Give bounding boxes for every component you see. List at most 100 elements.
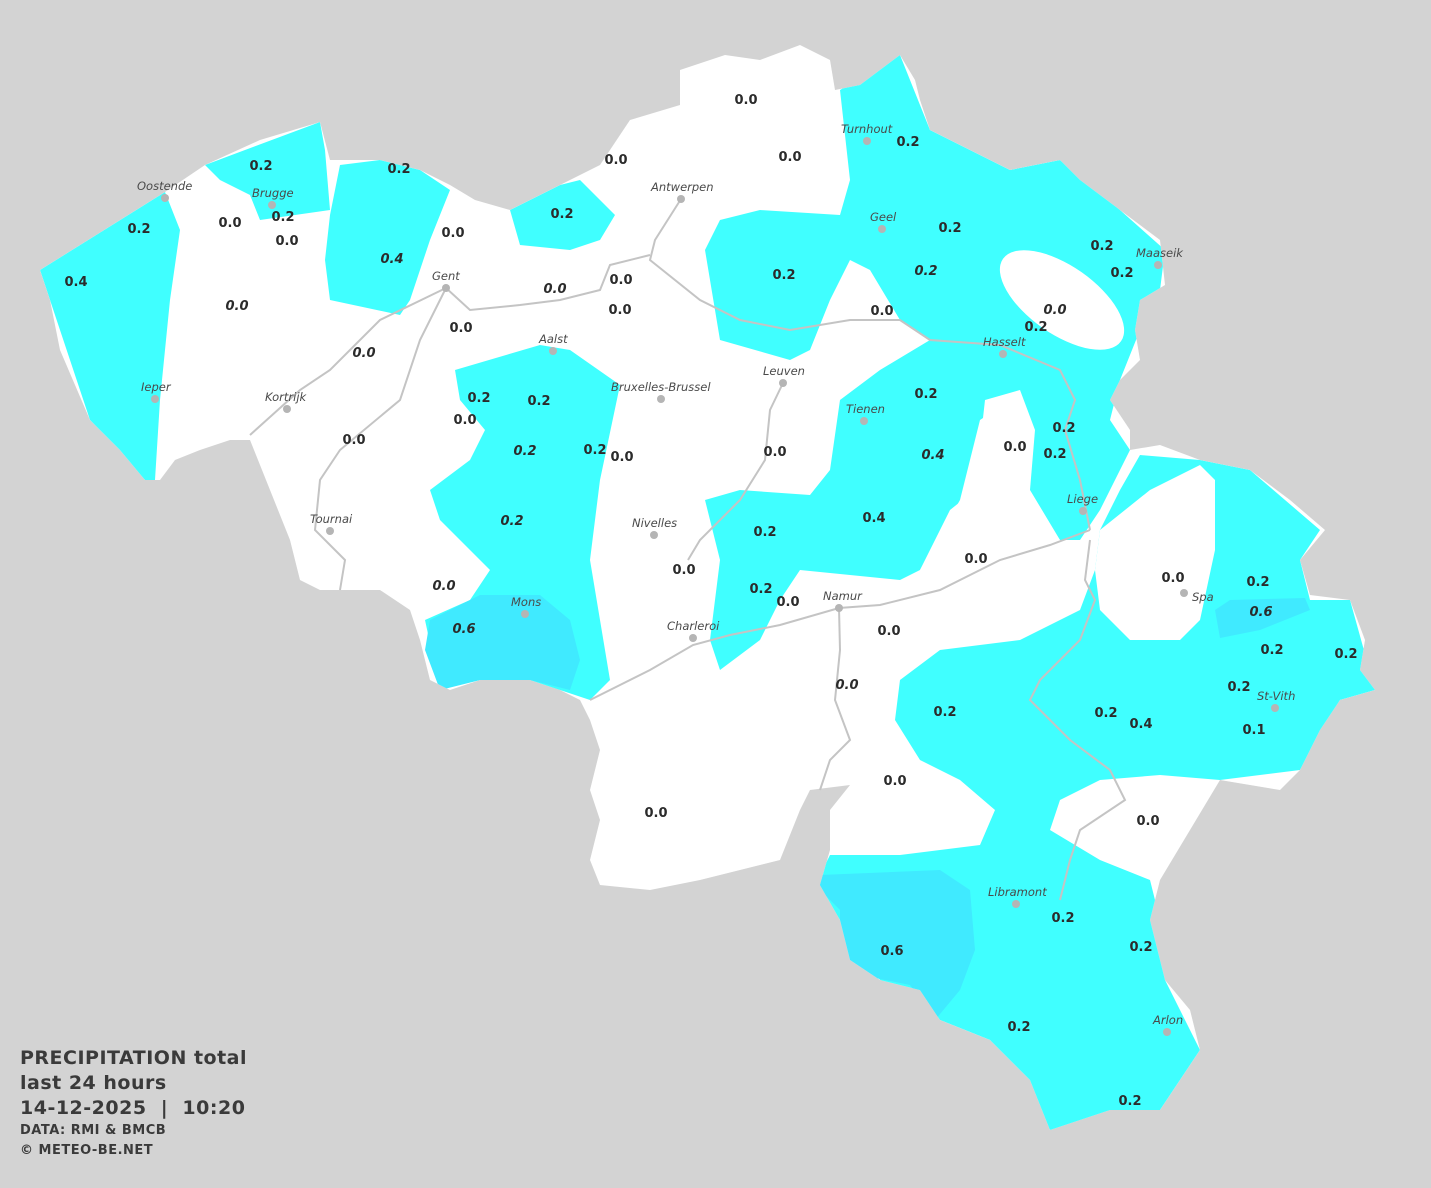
station-value: 0.2 [387, 162, 410, 177]
cities: Oostende Brugge Antwerpen Turnhout Geel Maase… [137, 122, 1295, 1036]
city-dot [1079, 507, 1087, 515]
city-label: Mons [511, 595, 541, 609]
dry-area [999, 250, 1125, 350]
station-value: 0.4 [862, 511, 885, 526]
station-value: 0.2 [1090, 239, 1113, 254]
city-label: Hasselt [983, 335, 1026, 349]
rain-area-0-2 [40, 192, 180, 480]
river [648, 198, 1091, 531]
map-legend: PRECIPITATION total last 24 hours 14-12-… [20, 1046, 247, 1161]
station-value: 0.0 [604, 153, 627, 168]
river [589, 529, 1091, 701]
city-dot [326, 527, 334, 535]
station-value: 0.2 [749, 582, 772, 597]
river [445, 254, 651, 312]
city-dot [151, 395, 159, 403]
station-value: 0.2 [271, 210, 294, 225]
station-value: 0.0 [1136, 814, 1159, 829]
station-value: 0.0 [672, 563, 695, 578]
city-label: Arlon [1152, 1013, 1183, 1027]
station-value: 0.2 [914, 264, 937, 279]
station-value: 0.2 [772, 268, 795, 283]
legend-datetime: 14-12-2025 | 10:20 [20, 1097, 246, 1119]
river [1028, 539, 1127, 901]
station-value: 0.2 [914, 387, 937, 402]
station-value: 0.2 [1051, 911, 1074, 926]
rain-area-0-2 [325, 160, 450, 315]
station-value: 0.0 [644, 806, 667, 821]
station-value: 0.0 [218, 216, 241, 231]
station-value: 0.2 [1052, 421, 1075, 436]
city-dot [283, 405, 291, 413]
city-label: Tournai [310, 512, 353, 526]
station-value: 0.0 [877, 624, 900, 639]
city-label: Ieper [141, 380, 172, 394]
city-label: Oostende [137, 179, 192, 193]
city-label: Kortrijk [265, 390, 308, 404]
city-dot [442, 284, 450, 292]
legend-period: last 24 hours [20, 1072, 167, 1094]
station-value: 0.2 [938, 221, 961, 236]
station-value: 0.0 [342, 433, 365, 448]
station-value: 0.6 [880, 944, 903, 959]
river [819, 607, 852, 791]
city-label: St-Vith [1257, 689, 1295, 703]
city-dot [521, 610, 529, 618]
rain-area-0-2 [205, 122, 330, 220]
rain-area-0-2 [510, 180, 615, 250]
station-value: 0.0 [352, 346, 375, 361]
city-dot [1154, 261, 1162, 269]
city-dot [835, 604, 843, 612]
station-value: 0.2 [1246, 575, 1269, 590]
station-value: 0.6 [452, 622, 475, 637]
legend-copyright: © METEO-BE.NET [20, 1143, 154, 1158]
station-value: 0.2 [527, 394, 550, 409]
station-value: 0.2 [550, 207, 573, 222]
station-value: 0.0 [543, 282, 566, 297]
station-value: 0.1 [1242, 723, 1265, 738]
city-dot [549, 347, 557, 355]
river [313, 287, 447, 591]
station-value: 0.0 [870, 304, 893, 319]
city-dot [161, 194, 169, 202]
city-dot [268, 201, 276, 209]
station-value: 0.0 [432, 579, 455, 594]
city-label: Namur [823, 589, 863, 603]
station-value: 0.0 [225, 299, 248, 314]
station-value: 0.2 [1227, 680, 1250, 695]
station-value: 0.2 [249, 159, 272, 174]
city-dot [878, 225, 886, 233]
station-value: 0.0 [1003, 440, 1026, 455]
station-value: 0.2 [753, 525, 776, 540]
station-value: 0.0 [609, 273, 632, 288]
river [687, 382, 784, 561]
city-dot [650, 531, 658, 539]
station-value: 0.0 [610, 450, 633, 465]
city-label: Charleroi [667, 619, 720, 633]
station-value: 0.0 [883, 774, 906, 789]
station-value: 0.2 [1024, 320, 1047, 335]
station-value: 0.2 [1043, 447, 1066, 462]
city-label: Antwerpen [650, 180, 714, 194]
station-value: 0.0 [776, 595, 799, 610]
station-value: 0.2 [1094, 706, 1117, 721]
city-dot [999, 350, 1007, 358]
station-value: 0.6 [1249, 605, 1272, 620]
rain-area-0-6 [1215, 598, 1310, 638]
station-value: 0.4 [64, 275, 87, 290]
station-value: 0.0 [453, 413, 476, 428]
station-value: 0.2 [1007, 1020, 1030, 1035]
city-label: Nivelles [632, 516, 677, 530]
city-dot [677, 195, 685, 203]
station-value: 0.0 [608, 303, 631, 318]
station-value: 0.2 [513, 444, 536, 459]
station-value: 0.0 [1161, 571, 1184, 586]
station-value: 0.0 [835, 678, 858, 693]
city-label: Aalst [538, 332, 568, 346]
city-label: Brugge [252, 186, 294, 200]
city-dot [863, 137, 871, 145]
city-dot [1180, 589, 1188, 597]
city-label: Turnhout [841, 122, 893, 136]
